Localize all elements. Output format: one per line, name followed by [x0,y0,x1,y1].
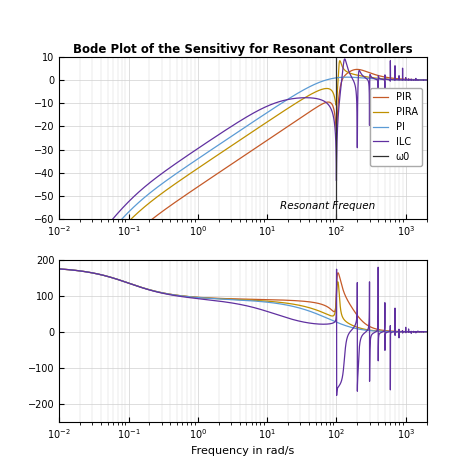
PI [424,77,429,83]
PIR [354,66,360,72]
Line: PI: PI [59,77,427,298]
PI [358,75,364,81]
PIR [56,323,62,328]
ILC [197,145,202,150]
PIR [295,117,301,122]
PIRA [56,305,62,310]
ILC [277,99,283,104]
PIR [424,77,429,82]
PIR [197,183,202,189]
PIRA [337,58,343,64]
ILC [342,56,347,62]
PIR [330,104,336,110]
PI [330,75,336,81]
PIR [123,240,129,246]
ω0 [334,77,339,83]
Line: PIR: PIR [59,69,427,326]
ILC [330,113,336,119]
ILC [123,201,129,207]
PI [295,90,301,96]
ILC [295,95,301,101]
PI [197,155,202,161]
Legend: PIR, PIRA, PI, ILC, ω0: PIR, PIRA, PI, ILC, ω0 [370,88,422,165]
PIRA [123,221,129,227]
PI [123,212,129,218]
Title: Bode Plot of the Sensitivy for Resonant Controllers: Bode Plot of the Sensitivy for Resonant … [73,43,413,56]
PIRA [330,91,336,96]
PI [344,74,350,80]
ω0 [334,75,339,81]
PIRA [295,99,301,105]
PIR [277,129,283,135]
PIRA [197,164,202,170]
Line: ILC: ILC [59,59,427,288]
PIRA [277,111,283,117]
Line: PIRA: PIRA [59,61,427,308]
PIRA [358,73,364,79]
PI [277,101,283,107]
Text: Resonant Frequen: Resonant Frequen [280,201,375,211]
PIR [358,67,364,73]
PI [56,295,62,301]
ILC [424,77,429,83]
X-axis label: Frequency in rad/s: Frequency in rad/s [191,446,294,456]
PIRA [424,77,429,83]
ILC [56,285,62,291]
ILC [358,71,364,77]
